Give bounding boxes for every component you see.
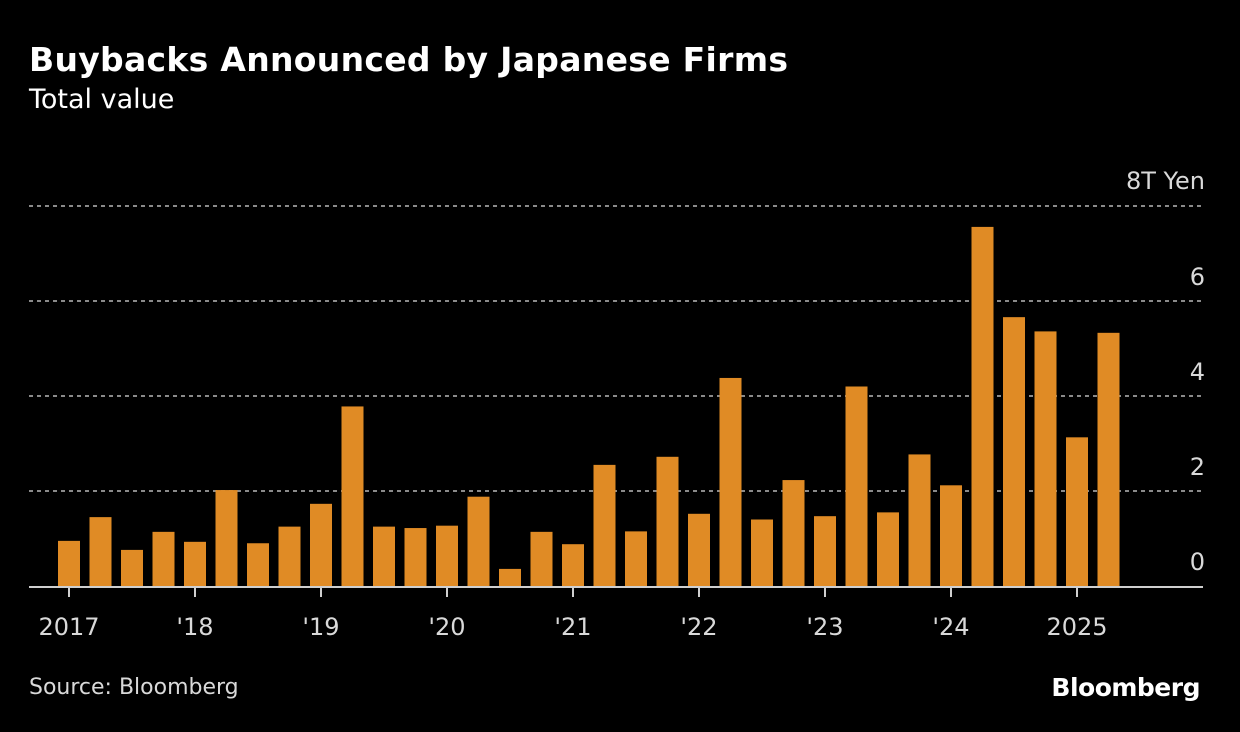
bar: 2018 Q1: 0.93 (184, 541, 206, 586)
x-tick-label: 2025 (1046, 613, 1107, 641)
bar: 2021 Q1: 0.88 (562, 544, 584, 586)
y-tick-label: 6 (1190, 263, 1205, 291)
x-tick-label: '18 (176, 613, 213, 641)
y-tick-label: 0 (1190, 548, 1205, 576)
x-axis-labels: 2017 '18 '19 '20 '21 '22 '23 '24 2025 (38, 613, 1107, 641)
bar: 2017 Q4: 1.14 (152, 531, 175, 586)
bar: 2025 Q1: 3.13 (1066, 437, 1088, 586)
y-tick-label: 2 (1190, 453, 1205, 481)
bar: 2018 Q4: 1.25 (278, 526, 301, 586)
bar: 2017 Q3: 0.76 (121, 549, 143, 586)
bar: 2017 Q1: 0.95 (58, 540, 80, 586)
bar: 2019 Q2: 3.78 (341, 406, 364, 586)
bar: 2019 Q4: 1.22 (404, 528, 427, 586)
bar: 2019 Q1: 1.73 (310, 503, 332, 586)
bar: 2024 Q4: 5.36 (1034, 331, 1057, 586)
bar: 2020 Q2: 1.88 (467, 496, 490, 586)
y-tick-label: 8T Yen (1126, 167, 1205, 195)
bar: 2024 Q1: 2.12 (940, 485, 962, 586)
x-tick-label: '24 (932, 613, 969, 641)
bar: 2021 Q4: 2.72 (656, 456, 679, 586)
bar: 2023 Q2: 4.2 (845, 386, 868, 586)
bar: 2020 Q4: 1.14 (530, 531, 553, 586)
bar: 2019 Q3: 1.25 (373, 526, 395, 586)
chart-title: Buybacks Announced by Japanese Firms (29, 40, 789, 79)
bar: 2022 Q1: 1.52 (688, 513, 710, 586)
bar: 2025 Q2: 5.33 (1097, 332, 1120, 586)
x-tick-label: '20 (428, 613, 465, 641)
y-axis-labels: 0 2 4 6 8T Yen (1126, 167, 1205, 576)
bar: 2021 Q3: 1.15 (625, 531, 647, 586)
source-note: Source: Bloomberg (29, 675, 239, 700)
x-tick-label: '21 (554, 613, 591, 641)
bloomberg-logo: Bloomberg (1051, 673, 1200, 702)
bar: 2020 Q3: 0.36 (499, 568, 521, 586)
bar: 2021 Q2: 2.55 (593, 464, 616, 586)
bar: 2022 Q2: 4.38 (719, 377, 742, 586)
x-tick-label: '22 (680, 613, 717, 641)
bar: 2022 Q4: 2.23 (782, 480, 805, 586)
bar: 2022 Q3: 1.4 (751, 519, 773, 586)
bar: 2023 Q1: 1.47 (814, 516, 836, 586)
bar: 2018 Q2: 2.02 (215, 490, 238, 586)
chart-subtitle: Total value (29, 84, 175, 115)
x-axis (29, 586, 1203, 597)
bars: 2017 Q1: 0.95 2017 Q2: 1.45 2017 Q3: 0.76 2… (58, 226, 1120, 586)
gridlines (29, 205, 1203, 492)
x-tick-label: '23 (806, 613, 843, 641)
bar: 2023 Q3: 1.55 (877, 512, 899, 586)
bar: 2020 Q1: 1.27 (436, 525, 458, 586)
bar: 2024 Q2: 7.56 (971, 226, 994, 586)
bar: 2018 Q3: 0.9 (247, 543, 269, 586)
x-tick-label: '19 (302, 613, 339, 641)
x-tick-label: 2017 (38, 613, 99, 641)
bar: 2017 Q2: 1.45 (89, 517, 112, 586)
bar: 2023 Q4: 2.77 (908, 454, 931, 586)
y-tick-label: 4 (1190, 358, 1205, 386)
bar: 2024 Q3: 5.66 (1003, 317, 1025, 586)
